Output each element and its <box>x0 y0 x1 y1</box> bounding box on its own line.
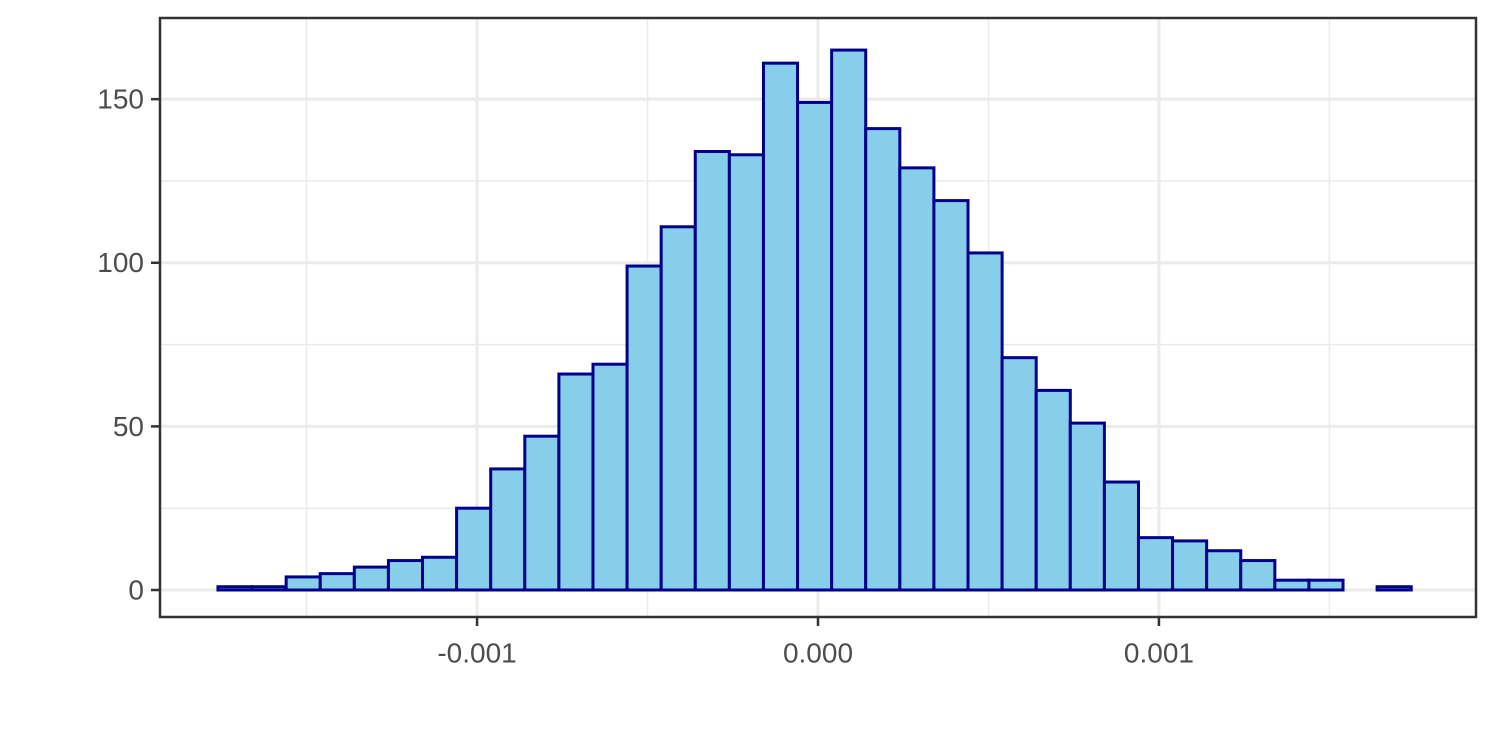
bar <box>898 166 936 592</box>
bar <box>1034 388 1072 592</box>
bar <box>591 362 629 592</box>
bar <box>352 565 390 592</box>
bar <box>216 585 254 592</box>
bar <box>489 467 527 592</box>
bar <box>830 48 868 592</box>
bar <box>932 199 970 592</box>
bar <box>1307 578 1345 592</box>
bar <box>693 150 731 592</box>
bar <box>1375 585 1413 592</box>
bar <box>421 555 459 592</box>
y-tick-label: 100 <box>97 247 144 278</box>
bar <box>318 572 356 592</box>
bar <box>796 100 834 592</box>
y-tick-label: 150 <box>97 84 144 115</box>
bar <box>1205 549 1243 592</box>
bar <box>659 225 697 592</box>
bar <box>966 251 1004 592</box>
bar <box>1273 578 1311 592</box>
x-tick-label: 0.001 <box>1124 637 1194 668</box>
bar <box>284 575 322 592</box>
bar <box>761 61 800 592</box>
bar <box>727 153 765 592</box>
bar <box>1102 480 1140 592</box>
bar <box>625 264 663 592</box>
bar <box>1000 356 1038 592</box>
bar <box>864 127 902 592</box>
y-tick-label: 50 <box>113 411 144 442</box>
bar <box>1136 536 1175 592</box>
bar <box>557 372 595 592</box>
bar <box>455 506 493 592</box>
y-tick-label: 0 <box>128 574 144 605</box>
bar <box>250 585 288 592</box>
bar <box>1171 539 1209 592</box>
bar <box>1239 559 1277 592</box>
x-tick-label: -0.001 <box>437 637 516 668</box>
bar <box>386 559 425 592</box>
bar <box>1068 421 1106 592</box>
x-tick-label: 0.000 <box>783 637 853 668</box>
panel-border <box>158 16 1478 619</box>
bar <box>523 434 561 592</box>
